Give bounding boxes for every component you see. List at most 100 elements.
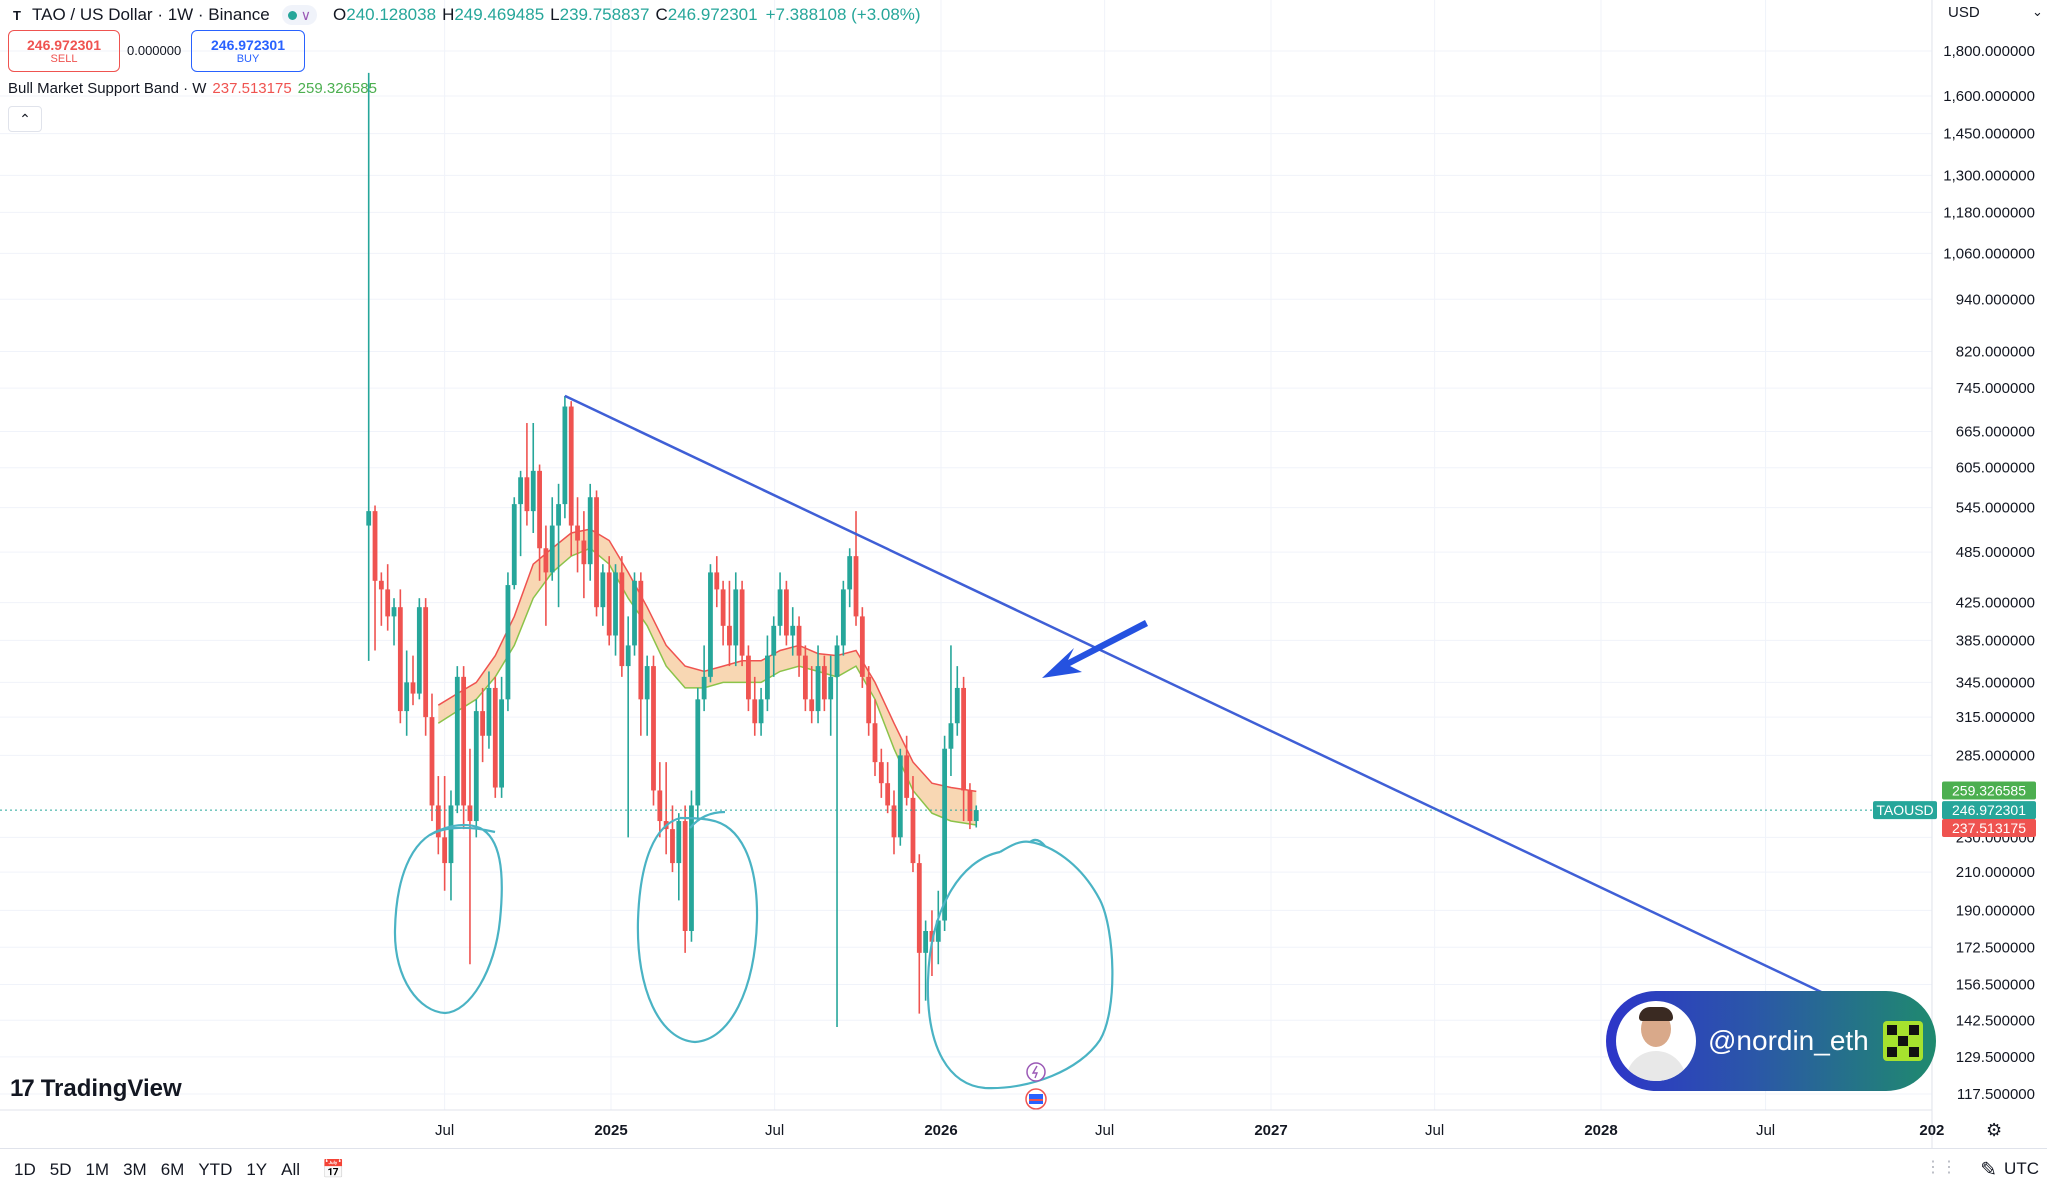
candle[interactable] bbox=[904, 735, 910, 806]
candle[interactable] bbox=[935, 890, 941, 965]
candle[interactable] bbox=[549, 497, 555, 581]
candle[interactable] bbox=[429, 693, 435, 822]
candle[interactable] bbox=[746, 645, 751, 712]
range-button-3m[interactable]: 3M bbox=[123, 1159, 147, 1179]
candle[interactable] bbox=[777, 572, 783, 636]
candle[interactable] bbox=[632, 572, 637, 656]
candle[interactable] bbox=[518, 470, 523, 557]
candle[interactable] bbox=[530, 423, 536, 533]
candle[interactable] bbox=[511, 497, 517, 590]
candle[interactable] bbox=[651, 655, 656, 806]
candle[interactable] bbox=[556, 483, 561, 608]
chevron-down-icon[interactable]: ⌄ bbox=[2032, 4, 2043, 19]
candle[interactable] bbox=[783, 580, 789, 646]
candle[interactable] bbox=[492, 676, 498, 798]
candle[interactable] bbox=[562, 395, 568, 519]
candle[interactable] bbox=[480, 687, 486, 763]
sell-button[interactable]: 246.972301 SELL bbox=[8, 30, 120, 72]
candle[interactable] bbox=[625, 616, 631, 838]
candle[interactable] bbox=[581, 511, 587, 599]
trendline[interactable] bbox=[564, 394, 1908, 1034]
candle[interactable] bbox=[448, 790, 454, 901]
candle[interactable] bbox=[765, 635, 770, 712]
candle[interactable] bbox=[423, 598, 429, 736]
candle[interactable] bbox=[847, 548, 853, 608]
candle[interactable] bbox=[594, 490, 599, 617]
range-button-1m[interactable]: 1M bbox=[85, 1159, 110, 1179]
candle[interactable] bbox=[733, 572, 739, 667]
price-axis[interactable]: 1,800.000000 1,600.000000 1,450.000000 1,30… bbox=[1943, 43, 2035, 1103]
candle[interactable] bbox=[701, 645, 707, 712]
candle[interactable] bbox=[739, 580, 745, 667]
candle[interactable] bbox=[663, 762, 669, 855]
candle[interactable] bbox=[600, 564, 606, 626]
candle[interactable] bbox=[828, 655, 834, 736]
candle[interactable] bbox=[568, 401, 574, 557]
range-button-1y[interactable]: 1Y bbox=[246, 1159, 268, 1179]
candle[interactable] bbox=[802, 645, 808, 712]
indicator-legend[interactable]: Bull Market Support Band · W 237.513175 25… bbox=[8, 80, 377, 97]
candle[interactable] bbox=[670, 805, 675, 873]
candle[interactable] bbox=[638, 572, 644, 736]
range-button-ytd[interactable]: YTD bbox=[198, 1159, 233, 1179]
candle[interactable] bbox=[473, 699, 479, 838]
candle[interactable] bbox=[942, 735, 948, 931]
candle[interactable] bbox=[853, 511, 859, 626]
candle[interactable] bbox=[720, 580, 726, 646]
candle[interactable] bbox=[708, 564, 713, 683]
candle[interactable] bbox=[442, 776, 448, 891]
candle[interactable] bbox=[954, 666, 960, 736]
candles-layer[interactable] bbox=[366, 72, 979, 1028]
candle[interactable] bbox=[872, 699, 878, 777]
candle[interactable] bbox=[866, 666, 872, 736]
symbol-title[interactable]: TAO / US Dollar · 1W · Binance bbox=[32, 5, 270, 24]
candle[interactable] bbox=[790, 607, 796, 656]
candle[interactable] bbox=[543, 525, 549, 626]
candle[interactable] bbox=[961, 676, 967, 822]
market-status-pill[interactable]: ∨ bbox=[281, 5, 317, 25]
candle[interactable] bbox=[859, 607, 865, 688]
candle[interactable] bbox=[644, 655, 650, 736]
candle[interactable] bbox=[923, 920, 929, 1001]
candle[interactable] bbox=[695, 687, 701, 822]
candle[interactable] bbox=[613, 564, 618, 656]
calendar-icon[interactable]: 📅 bbox=[322, 1159, 345, 1179]
candle[interactable] bbox=[391, 598, 397, 646]
candle[interactable] bbox=[404, 650, 410, 736]
time-axis[interactable]: Jul 2025 Jul 2026 Jul 2027 Jul 2028 Jul 202 bbox=[435, 1122, 1944, 1139]
candle[interactable] bbox=[372, 505, 378, 651]
candle[interactable] bbox=[948, 645, 954, 777]
grip-icon[interactable]: ⋮⋮ bbox=[1925, 1159, 1957, 1176]
collapse-legend-button[interactable]: ⌃ bbox=[8, 106, 42, 132]
candle[interactable] bbox=[499, 676, 505, 798]
range-button-all[interactable]: All bbox=[281, 1159, 301, 1179]
candle[interactable] bbox=[834, 635, 840, 1028]
candle[interactable] bbox=[575, 497, 580, 573]
candle[interactable] bbox=[606, 556, 612, 646]
candle[interactable] bbox=[366, 72, 372, 661]
candle[interactable] bbox=[910, 776, 916, 873]
candle[interactable] bbox=[676, 813, 682, 901]
candle[interactable] bbox=[758, 687, 764, 736]
candle[interactable] bbox=[973, 805, 979, 828]
candle[interactable] bbox=[689, 790, 694, 942]
candle[interactable] bbox=[885, 762, 891, 814]
ruler-icon[interactable]: ✎ bbox=[1980, 1159, 1997, 1181]
timezone-label[interactable]: UTC bbox=[2004, 1159, 2039, 1178]
range-button-1d[interactable]: 1D bbox=[14, 1159, 36, 1179]
candle[interactable] bbox=[587, 483, 593, 581]
candle[interactable] bbox=[537, 464, 542, 581]
candle[interactable] bbox=[416, 598, 422, 700]
gear-icon[interactable]: ⚙ bbox=[1986, 1120, 2003, 1140]
candle[interactable] bbox=[410, 655, 416, 706]
candle[interactable] bbox=[461, 666, 467, 830]
candle[interactable] bbox=[771, 616, 777, 677]
currency-selector[interactable]: USD bbox=[1948, 4, 1980, 21]
candle[interactable] bbox=[435, 776, 441, 855]
range-button-5d[interactable]: 5D bbox=[49, 1159, 72, 1179]
candle[interactable] bbox=[752, 676, 758, 736]
candle[interactable] bbox=[378, 572, 384, 626]
candle[interactable] bbox=[809, 666, 815, 724]
candle[interactable] bbox=[891, 790, 897, 855]
